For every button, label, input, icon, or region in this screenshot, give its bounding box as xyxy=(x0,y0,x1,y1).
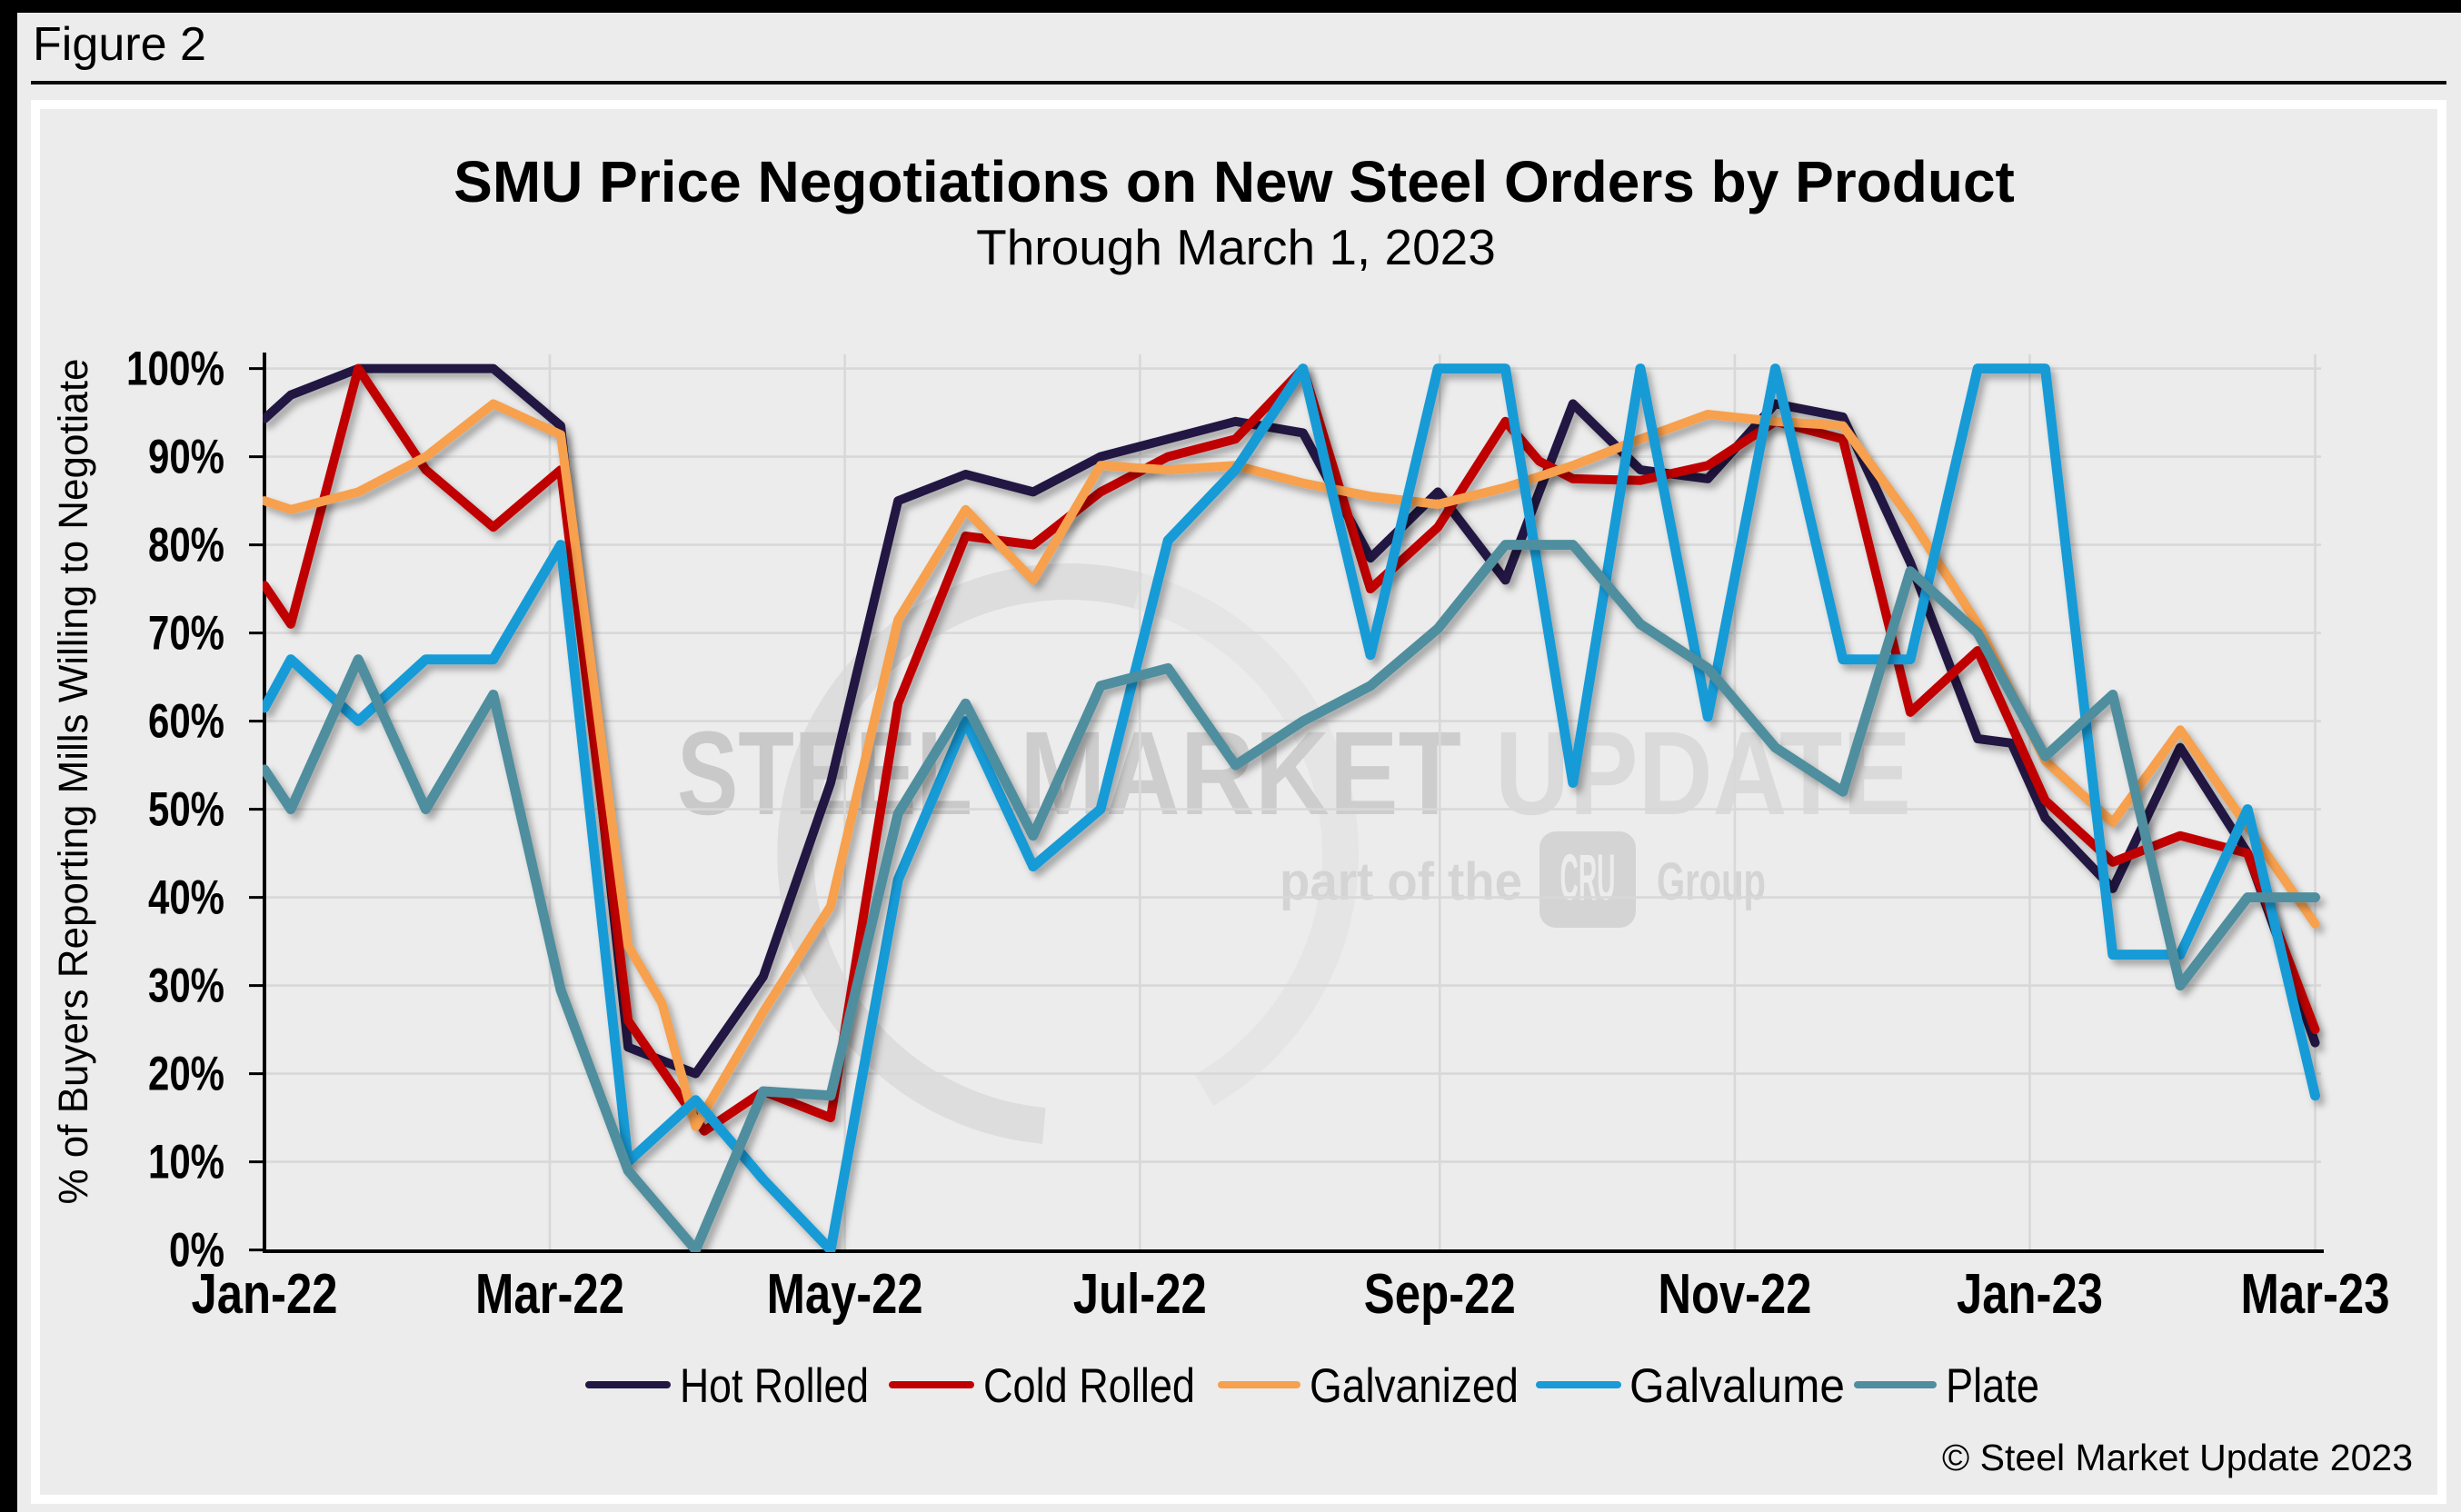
svg-text:80%: 80% xyxy=(148,519,224,572)
svg-text:SMU Price Negotiations on New: SMU Price Negotiations on New Steel Orde… xyxy=(453,149,2015,214)
svg-text:Through March 1, 2023: Through March 1, 2023 xyxy=(976,219,1496,275)
svg-text:Figure 2: Figure 2 xyxy=(33,18,206,71)
svg-text:Plate: Plate xyxy=(1946,1359,2039,1413)
svg-text:Hot Rolled: Hot Rolled xyxy=(680,1359,869,1413)
svg-text:CRU: CRU xyxy=(1560,842,1616,914)
svg-text:part of the: part of the xyxy=(1280,852,1522,911)
svg-text:Sep-22: Sep-22 xyxy=(1364,1263,1516,1326)
svg-text:May-22: May-22 xyxy=(767,1263,923,1326)
svg-text:60%: 60% xyxy=(148,695,224,749)
svg-text:40%: 40% xyxy=(148,871,224,925)
svg-text:10%: 10% xyxy=(148,1136,224,1189)
svg-text:% of Buyers Reporting Mills Wi: % of Buyers Reporting Mills Willing to N… xyxy=(50,359,96,1205)
svg-text:Mar-23: Mar-23 xyxy=(2241,1263,2390,1326)
svg-text:20%: 20% xyxy=(148,1048,224,1101)
svg-text:100%: 100% xyxy=(126,343,224,396)
svg-text:70%: 70% xyxy=(148,607,224,661)
svg-text:Galvalume: Galvalume xyxy=(1629,1359,1845,1413)
svg-text:50%: 50% xyxy=(148,783,224,837)
svg-text:Jan-22: Jan-22 xyxy=(192,1263,338,1326)
svg-text:Group: Group xyxy=(1657,852,1766,911)
svg-text:Cold Rolled: Cold Rolled xyxy=(983,1359,1195,1413)
svg-text:Jul-22: Jul-22 xyxy=(1073,1263,1207,1326)
svg-text:Jan-23: Jan-23 xyxy=(1957,1263,2103,1326)
svg-text:0%: 0% xyxy=(169,1224,224,1278)
svg-text:90%: 90% xyxy=(148,431,224,484)
svg-text:© Steel Market Update 2023: © Steel Market Update 2023 xyxy=(1942,1437,2413,1478)
svg-text:30%: 30% xyxy=(148,960,224,1013)
svg-text:Nov-22: Nov-22 xyxy=(1658,1263,1811,1326)
svg-text:Galvanized: Galvanized xyxy=(1310,1359,1519,1413)
svg-text:Mar-22: Mar-22 xyxy=(475,1263,624,1326)
